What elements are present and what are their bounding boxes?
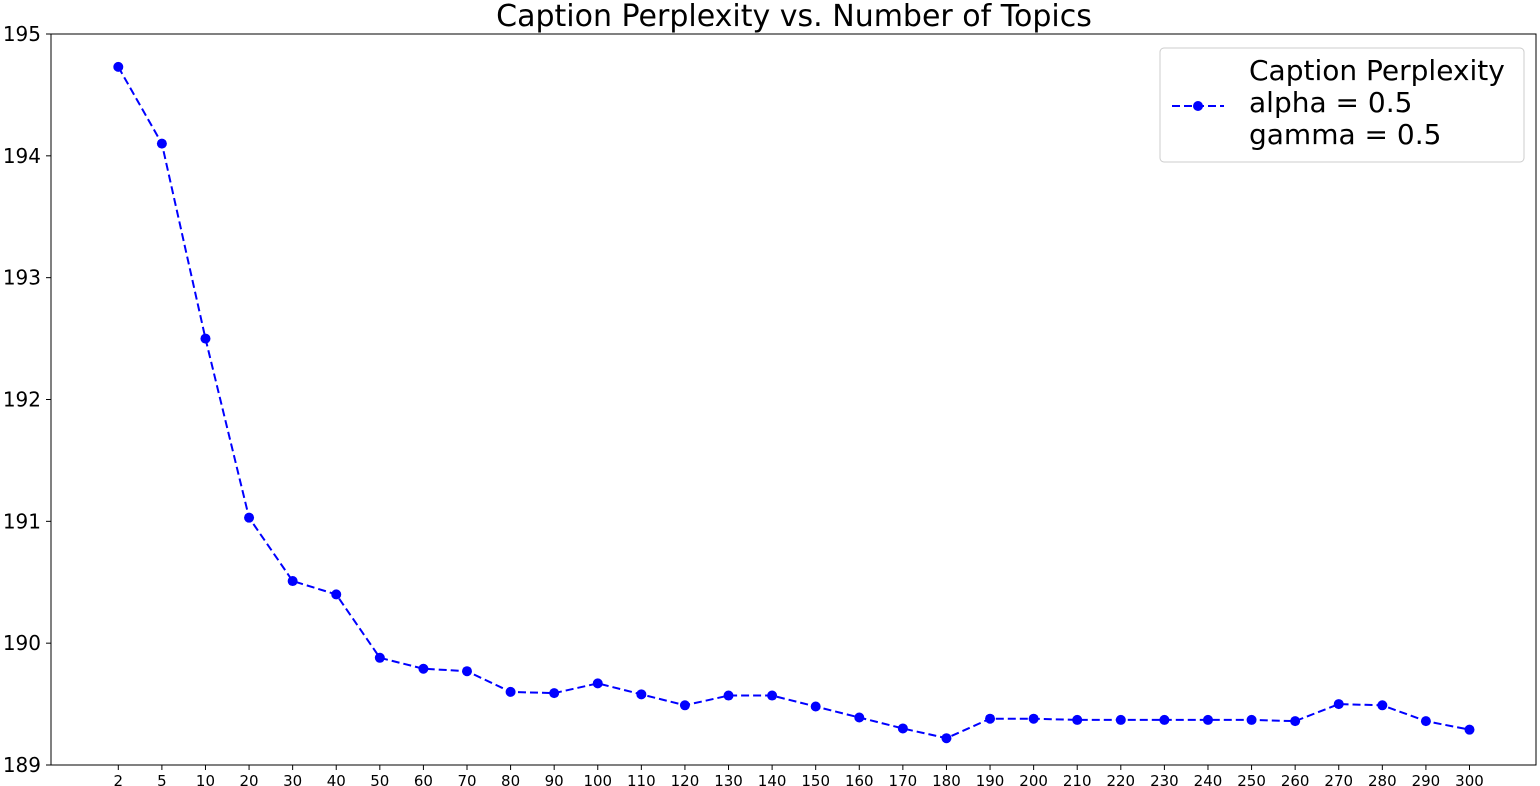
x-tick-label: 10 [196,772,215,786]
data-point [549,688,560,699]
x-tick-label: 210 [1063,772,1092,786]
x-tick-label: 2 [114,772,124,786]
x-tick-label: 30 [283,772,302,786]
x-tick-label: 250 [1237,772,1266,786]
data-point [636,689,647,700]
y-tick-label: 190 [3,631,41,655]
x-tick-label: 280 [1368,772,1397,786]
x-tick-label: 80 [501,772,520,786]
data-point [810,701,821,712]
data-point [1202,714,1213,725]
x-tick-label: 300 [1455,772,1484,786]
data-point [244,512,255,523]
x-tick-label: 120 [671,772,700,786]
data-point [1159,714,1170,725]
data-point [1115,714,1126,725]
y-tick-label: 195 [3,22,41,46]
x-tick-label: 170 [889,772,918,786]
y-tick-label: 192 [3,388,41,412]
data-point [461,666,472,677]
legend-label: Caption Perplexity alpha = 0.5 gamma = 0.5 [1249,54,1505,151]
data-point [1246,714,1257,725]
data-point [156,138,167,149]
x-tick-label: 190 [976,772,1005,786]
data-point [1420,716,1431,727]
plot-area [113,61,1475,744]
x-tick-label: 290 [1412,772,1441,786]
data-point [200,333,211,344]
data-point [331,589,342,600]
x-tick-label: 90 [545,772,564,786]
series-line [117,66,1470,740]
data-point [1072,714,1083,725]
data-point [679,700,690,711]
x-tick-label: 110 [627,772,656,786]
legend-label-line: Caption Perplexity [1249,54,1505,87]
x-tick-label: 70 [457,772,476,786]
x-tick-label: 140 [758,772,787,786]
x-tick-label: 20 [240,772,259,786]
data-point [287,576,298,587]
data-point [113,61,124,72]
data-point [897,723,908,734]
data-point [941,733,952,744]
axes: 189 190 191 192 193 194 195 2 5 10 20 30 40 50 60 70 80 9… [3,22,1537,786]
x-tick-label: 220 [1106,772,1135,786]
data-point [1290,716,1301,727]
legend-marker-swatch [1193,101,1203,111]
data-point [505,686,516,697]
x-tick-label: 240 [1194,772,1223,786]
data-point [854,712,865,723]
x-tick-label: 40 [327,772,346,786]
legend: Caption Perplexity alpha = 0.5 gamma = 0.5 [1159,47,1525,163]
x-tick-label: 60 [414,772,433,786]
x-tick-label: 160 [845,772,874,786]
x-tick-label: 260 [1281,772,1310,786]
x-tick-label: 150 [801,772,830,786]
x-tick-label: 5 [157,772,167,786]
chart-title: Caption Perplexity vs. Number of Topics [496,0,1092,34]
data-point [723,690,734,701]
data-point [592,678,603,689]
x-tick-label: 200 [1019,772,1048,786]
x-tick-label: 50 [370,772,389,786]
data-point [1028,713,1039,724]
data-point [985,713,996,724]
x-tick-label: 230 [1150,772,1179,786]
legend-box [1159,47,1525,163]
data-point [418,663,429,674]
y-tick-label: 194 [3,144,41,168]
data-point [374,652,385,663]
x-tick-label: 100 [583,772,612,786]
y-tick-label: 191 [3,509,41,533]
legend-label-line: alpha = 0.5 [1249,86,1412,119]
data-point [1464,724,1475,735]
y-tick-label: 193 [3,266,41,290]
x-tick-label: 130 [714,772,743,786]
legend-label-line: gamma = 0.5 [1249,118,1441,151]
data-point [1377,700,1388,711]
data-point [767,690,778,701]
data-point [1333,699,1344,710]
x-tick-label: 270 [1324,772,1353,786]
y-tick-label: 189 [3,753,41,777]
x-tick-label: 180 [932,772,961,786]
